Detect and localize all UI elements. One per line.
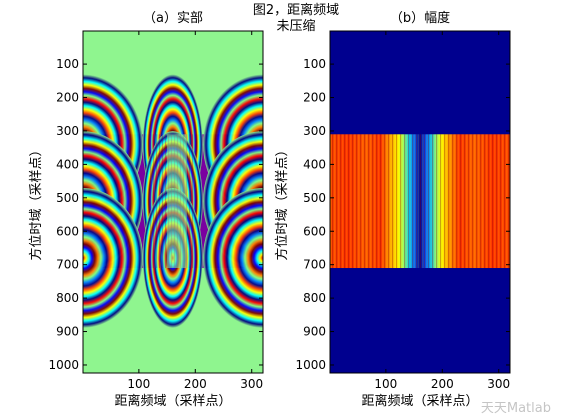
panel-b-ytick-label: 1000 <box>295 358 326 372</box>
panel-b: （b）幅度 100 200 300 100 200 300 400 500 600 700 800 9… <box>274 10 511 409</box>
panel-a-ytick-label: 400 <box>56 157 79 171</box>
figure-suptitle-line1: 图2，距离频域 <box>253 2 339 18</box>
figure-suptitle-line2: 未压缩 <box>276 18 315 34</box>
panel-b-xtick-label: 300 <box>487 377 510 391</box>
panel-b-ytick-label: 200 <box>303 91 326 105</box>
panel-a-center-flat <box>167 134 187 269</box>
panel-a-xtick-label: 100 <box>127 377 150 391</box>
panel-a-ytick-label: 600 <box>56 224 79 238</box>
panel-b-xtick-label: 200 <box>431 377 454 391</box>
panel-b-ytick-label: 100 <box>303 57 326 71</box>
panel-a-ytick-label: 200 <box>56 91 79 105</box>
watermark-text: 天天Matlab <box>480 401 551 416</box>
panel-a-image <box>83 31 263 373</box>
panel-b-axes-box <box>329 30 511 374</box>
panel-b-ticks: 100 200 300 100 200 300 400 500 600 700 800 900 1000 <box>295 31 510 391</box>
panel-b-title: （b）幅度 <box>390 10 450 26</box>
panel-b-ytick-label: 700 <box>303 258 326 272</box>
panel-b-xtick-label: 100 <box>374 377 397 391</box>
panel-a-ticks: 100 200 300 100 200 300 400 500 600 700 800 900 1000 <box>48 31 263 391</box>
panel-a-ytick-label: 500 <box>56 191 79 205</box>
panel-b-ytick-label: 300 <box>303 124 326 138</box>
panel-a: （a）实部 100 200 300 100 200 300 400 500 600 700 800 9… <box>28 11 264 409</box>
panel-a-ytick-label: 300 <box>56 124 79 138</box>
panel-a-fringe-ring <box>83 188 143 328</box>
panel-a-xtick-label: 300 <box>240 377 263 391</box>
panel-b-image <box>330 31 510 373</box>
panel-b-ytick-label: 500 <box>303 191 326 205</box>
panel-b-ytick-label: 400 <box>303 157 326 171</box>
panel-b-ylabel: 方位时域（采样点） <box>274 143 290 260</box>
panel-a-axes-box <box>82 30 264 374</box>
panel-a-xlabel: 距离频域（采样点） <box>114 393 231 409</box>
panel-b-ytick-label: 600 <box>303 224 326 238</box>
panel-b-signal-band <box>330 134 510 269</box>
panel-a-ytick-label: 900 <box>56 325 79 339</box>
panel-a-ytick-label: 700 <box>56 258 79 272</box>
panel-a-ytick-label: 100 <box>56 57 79 71</box>
panel-a-xtick-label: 200 <box>184 377 207 391</box>
panel-b-xlabel: 距离频域（采样点） <box>361 393 478 409</box>
panel-a-ylabel: 方位时域（采样点） <box>28 143 44 260</box>
panel-b-amplitude-stripes <box>330 134 510 269</box>
panel-a-fringe-ring <box>203 188 263 328</box>
panel-a-ytick-label: 800 <box>56 291 79 305</box>
panel-b-ytick-label: 800 <box>303 291 326 305</box>
panel-a-title: （a）实部 <box>143 11 203 26</box>
panel-b-ytick-label: 900 <box>303 325 326 339</box>
panel-a-ytick-label: 1000 <box>48 358 79 372</box>
panel-a-signal-band <box>83 74 263 328</box>
